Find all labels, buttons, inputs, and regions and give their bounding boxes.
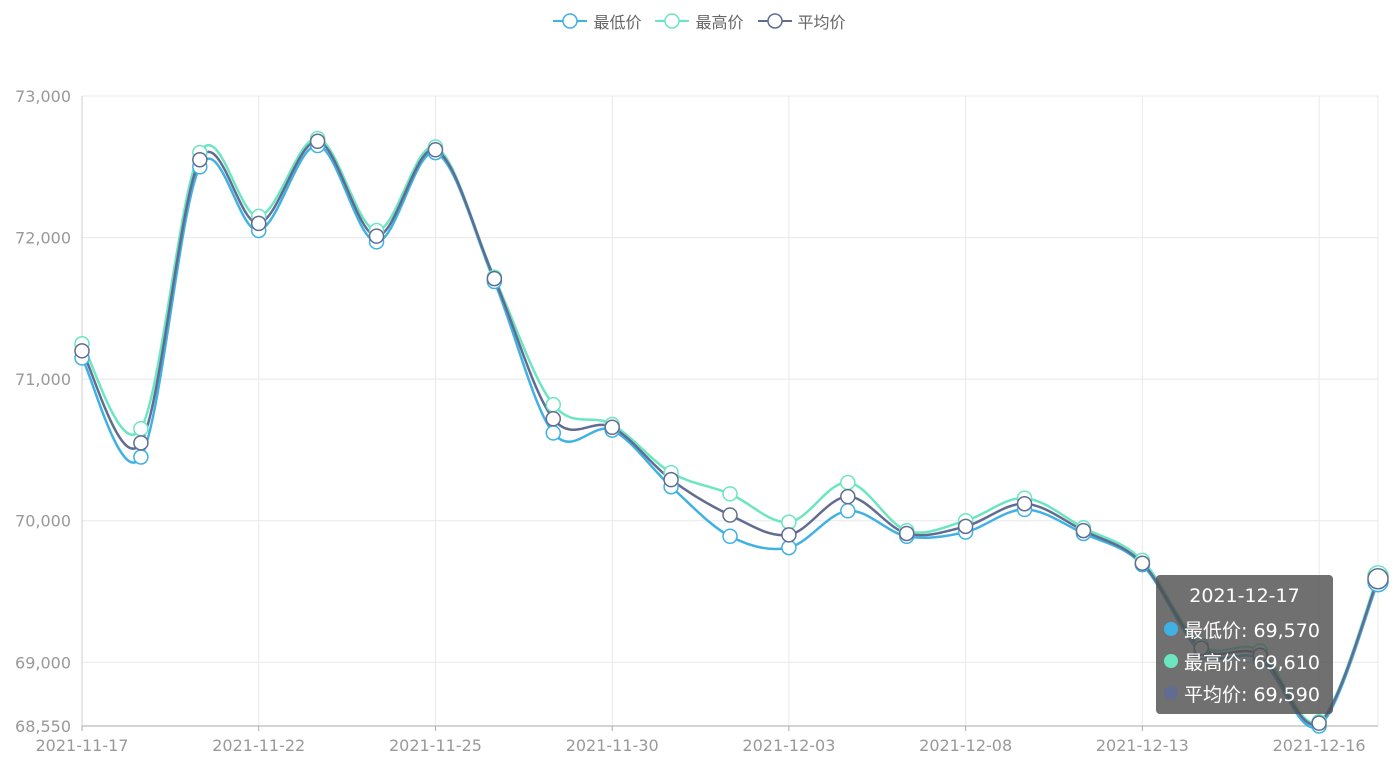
legend-item-avg[interactable]: 平均价 <box>757 9 846 33</box>
series-point-2 <box>604 419 620 436</box>
legend: 最低价 最高价 平均价 <box>0 9 1399 33</box>
x-tick-label: 2021-12-03 <box>742 736 835 755</box>
tooltip-title: 2021-12-17 <box>1189 585 1300 607</box>
legend-label-avg: 平均价 <box>797 13 846 32</box>
x-tick-label: 2021-11-30 <box>566 736 659 755</box>
series-point-1 <box>840 474 856 491</box>
tooltip-row-high: 最高价: 69,610 <box>1164 645 1325 677</box>
series-point-2 <box>309 133 326 150</box>
x-tick-label: 2021-11-22 <box>212 736 305 755</box>
series-point-0 <box>133 449 149 465</box>
series-point-2 <box>427 142 444 158</box>
tooltip-row-avg: 平均价: 69,590 <box>1164 677 1325 709</box>
series-point-1 <box>133 420 149 437</box>
y-tick-label: 72,000 <box>15 229 71 248</box>
series-point-2 <box>250 215 267 232</box>
x-tick-label: 2021-11-25 <box>389 736 482 755</box>
tooltip-row-label: 平均价: 69,590 <box>1184 683 1320 706</box>
series-point-0 <box>781 539 797 556</box>
series-point-0 <box>722 528 738 545</box>
legend-label-high: 最高价 <box>695 13 744 32</box>
tooltip-dot-low <box>1164 622 1178 636</box>
y-tick-label: 69,000 <box>15 653 71 672</box>
series-point-2 <box>133 435 149 451</box>
series-point-2 <box>1134 555 1151 571</box>
y-tick-label: 73,000 <box>15 87 71 106</box>
series-point-2 <box>1016 495 1033 512</box>
tooltip-row-low: 最低价: 69,570 <box>1164 613 1325 645</box>
legend-high-icon <box>655 13 690 29</box>
series-point-0 <box>545 425 562 441</box>
legend-label-low: 最低价 <box>593 13 642 32</box>
series-point-2 <box>663 471 679 488</box>
series-point-1 <box>781 514 797 530</box>
series-point-2 <box>1311 715 1327 731</box>
series-point-2 <box>1367 568 1389 590</box>
y-tick-label: 68,550 <box>15 717 71 736</box>
series-point-1 <box>545 396 562 413</box>
series-point-2 <box>368 228 385 244</box>
tooltip-dot-high <box>1164 654 1178 668</box>
series-point-2 <box>486 270 503 287</box>
y-tick-label: 71,000 <box>15 370 71 389</box>
tooltip-row-label: 最低价: 69,570 <box>1184 619 1320 642</box>
series-point-2 <box>192 151 208 168</box>
series-point-2 <box>781 527 797 543</box>
legend-item-low[interactable]: 最低价 <box>553 9 641 33</box>
series-point-2 <box>840 488 856 505</box>
tooltip-row-label: 最高价: 69,610 <box>1184 651 1320 674</box>
x-tick-label: 2021-11-17 <box>36 736 129 755</box>
series-point-1 <box>722 486 738 502</box>
legend-avg-icon <box>757 13 792 29</box>
legend-low-icon <box>553 13 588 29</box>
tooltip-dot-avg <box>1164 686 1178 700</box>
series-point-2 <box>898 525 915 542</box>
series-point-2 <box>722 507 738 523</box>
series-point-2 <box>957 518 974 535</box>
series-point-0 <box>840 503 856 519</box>
series-point-2 <box>74 343 90 359</box>
chart-tooltip: 2021-12-17 最低价: 69,570 最高价: 69,610 平均价: … <box>1156 575 1333 714</box>
x-tick-label: 2021-12-08 <box>919 736 1012 755</box>
series-point-2 <box>545 411 562 427</box>
x-tick-label: 2021-12-16 <box>1273 736 1366 755</box>
y-tick-label: 70,000 <box>15 512 71 531</box>
x-tick-label: 2021-12-13 <box>1096 736 1189 755</box>
legend-item-high[interactable]: 最高价 <box>655 9 744 33</box>
series-point-2 <box>1075 522 1092 539</box>
